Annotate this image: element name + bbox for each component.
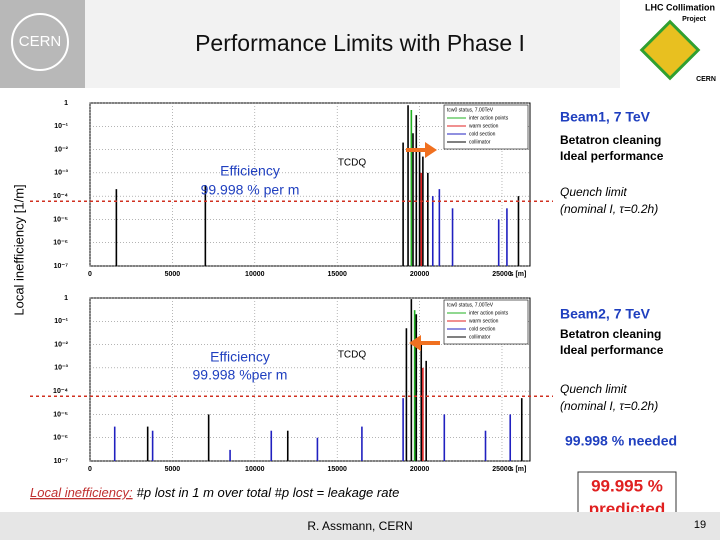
- quench-text: Quench limit: [560, 185, 627, 199]
- logo-left: CERN: [19, 33, 62, 50]
- x-tick-label: 0: [88, 271, 92, 278]
- logo-right-sub: Project: [682, 16, 706, 23]
- annotation: Efficiency: [220, 163, 280, 179]
- legend-label: collimator: [469, 139, 491, 145]
- beam-text: Betatron cleaning: [560, 133, 661, 147]
- y-tick-label: 10⁻⁵: [53, 216, 68, 223]
- logo-right-title: LHC Collimation: [645, 2, 715, 12]
- logo-right-bottom: CERN: [696, 76, 716, 83]
- needed-text: 99.998 % needed: [565, 433, 677, 449]
- predicted-text: 99.995 %: [591, 476, 663, 495]
- y-tick-label: 1: [64, 100, 68, 107]
- legend-title: tcw0 status, 7.00TeV: [447, 302, 494, 308]
- y-tick-label: 10⁻⁶: [53, 240, 68, 247]
- x-tick-label: 25000: [492, 271, 512, 278]
- y-tick-label: 10⁻⁴: [53, 193, 68, 200]
- x-tick-label: 15000: [327, 466, 347, 473]
- x-tick-label: 5000: [165, 271, 181, 278]
- x-tick-label: 10000: [245, 466, 265, 473]
- legend-label: inter action points: [469, 115, 509, 121]
- y-tick-label: 10⁻⁴: [53, 388, 68, 395]
- y-tick-label: 10⁻⁷: [54, 458, 68, 465]
- annotation: TCDQ: [338, 158, 367, 169]
- beam-text: Ideal performance: [560, 149, 664, 163]
- x-tick-label: 5000: [165, 466, 181, 473]
- footer-line: Local inefficiency: #p lost in 1 m over t…: [30, 485, 399, 500]
- annotation: Efficiency: [210, 349, 270, 365]
- legend-label: warm section: [469, 318, 499, 324]
- x-axis-label: s [m]: [510, 271, 527, 278]
- annotation: 99.998 %per m: [193, 367, 288, 383]
- beam-heading: Beam2, 7 TeV: [560, 306, 651, 322]
- quench-text: Quench limit: [560, 382, 627, 396]
- y-tick-label: 1: [64, 295, 68, 302]
- legend-label: cold section: [469, 326, 496, 332]
- logo-right-diamond: [639, 19, 701, 81]
- x-tick-label: 10000: [245, 271, 265, 278]
- footer-band: [0, 512, 720, 540]
- annotation: TCDQ: [338, 350, 367, 361]
- x-tick-label: 20000: [410, 466, 430, 473]
- footer-definition: #p lost in 1 m over total #p lost = leak…: [137, 485, 400, 500]
- annotation: 99.998 % per m: [201, 182, 300, 198]
- x-tick-label: 15000: [327, 271, 347, 278]
- arrow-head: [409, 335, 421, 351]
- y-tick-label: 10⁻⁶: [53, 435, 68, 442]
- legend-label: cold section: [469, 131, 496, 137]
- y-tick-label: 10⁻¹: [54, 318, 68, 325]
- y-axis-label: Local inefficiency [1/m]: [11, 184, 26, 315]
- quench-text: (nominal I, τ=0.2h): [560, 399, 658, 413]
- logo-ring: [11, 13, 69, 71]
- legend-label: warm section: [469, 123, 499, 129]
- author: R. Assmann, CERN: [307, 519, 412, 533]
- legend-label: collimator: [469, 334, 491, 340]
- y-tick-label: 10⁻²: [54, 146, 68, 153]
- quench-text: (nominal I, τ=0.2h): [560, 202, 658, 216]
- y-tick-label: 10⁻²: [54, 341, 68, 348]
- beam-text: Ideal performance: [560, 343, 664, 357]
- page-number: 19: [694, 519, 706, 531]
- y-tick-label: 10⁻³: [54, 170, 68, 177]
- x-tick-label: 20000: [410, 271, 430, 278]
- x-tick-label: 25000: [492, 466, 512, 473]
- legend-label: inter action points: [469, 310, 509, 316]
- beam-text: Betatron cleaning: [560, 327, 661, 341]
- footer-term: Local inefficiency:: [30, 485, 133, 500]
- arrow-head: [425, 142, 437, 158]
- slide-title: Performance Limits with Phase I: [195, 30, 525, 56]
- legend-title: tcw0 status, 7.00TeV: [447, 107, 494, 113]
- y-tick-label: 10⁻⁷: [54, 263, 68, 270]
- beam-heading: Beam1, 7 TeV: [560, 109, 651, 125]
- y-tick-label: 10⁻⁵: [53, 411, 68, 418]
- y-tick-label: 10⁻¹: [54, 123, 68, 130]
- x-tick-label: 0: [88, 466, 92, 473]
- x-axis-label: s [m]: [510, 466, 527, 473]
- y-tick-label: 10⁻³: [54, 365, 68, 372]
- header-band: [0, 0, 720, 88]
